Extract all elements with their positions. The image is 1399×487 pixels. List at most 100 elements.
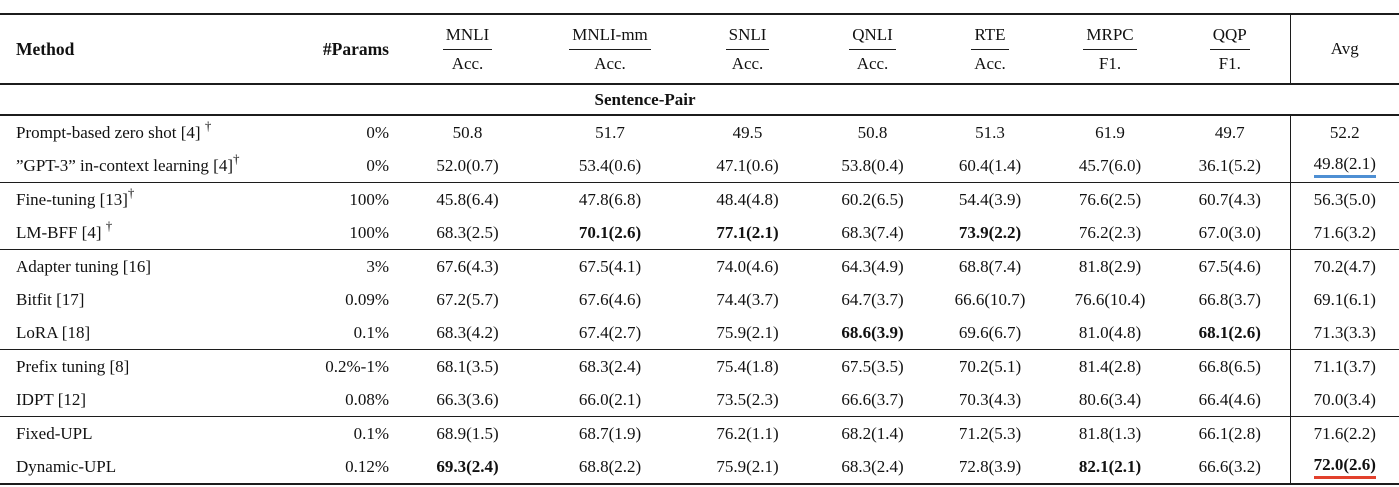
- score-cell: 73.5(2.3): [680, 383, 815, 417]
- score-value: 68.2(1.4): [841, 423, 904, 443]
- score-value: 36.1(5.2): [1198, 155, 1261, 175]
- score-value: 68.8(7.4): [958, 256, 1022, 276]
- score-cell: 64.3(4.9): [815, 249, 930, 283]
- score-value: 71.6(3.2): [1313, 222, 1376, 242]
- method-name: Bitfit [17]: [16, 289, 85, 309]
- score-cell: 69.3(2.4): [395, 450, 540, 484]
- dataset-metric: Acc.: [731, 53, 764, 73]
- score-value: 68.3(2.4): [578, 356, 642, 376]
- col-header-mnli-mm: MNLI-mm Acc.: [540, 14, 680, 85]
- score-cell: 72.8(3.9): [930, 450, 1050, 484]
- score-value: 70.3(4.3): [958, 389, 1022, 409]
- score-cell: 76.6(10.4): [1050, 283, 1170, 316]
- score-value: 48.4(4.8): [716, 189, 779, 209]
- score-value: 72.8(3.9): [958, 456, 1022, 476]
- params-cell: 0.08%: [345, 389, 389, 409]
- score-cell: 49.7: [1170, 115, 1290, 149]
- table-row: Fine-tuning [13]† 100% 45.8(6.4) 47.8(6.8) 4…: [0, 182, 1399, 216]
- params-cell: 3%: [285, 249, 395, 283]
- score-value: 75.9(2.1): [716, 322, 779, 342]
- table-row: Prompt-based zero shot [4] † 0% 50.8 51.7 49…: [0, 115, 1399, 149]
- avg-value-cell: 71.1(3.7): [1289, 349, 1399, 383]
- avg-value-cell: 56.3(5.0): [1289, 182, 1399, 216]
- score-value: 71.6(2.2): [1313, 423, 1376, 443]
- score-value: 66.6(10.7): [954, 289, 1026, 309]
- score-value: 71.1(3.7): [1313, 356, 1376, 376]
- params-cell: 100%: [285, 182, 395, 216]
- score-value: 68.7(1.9): [578, 423, 642, 443]
- avg-value-cell: 71.6(2.2): [1289, 416, 1399, 450]
- score-cell: 75.9(2.1): [680, 450, 815, 484]
- score-value: 69.1(6.1): [1313, 289, 1376, 309]
- score-cell: 50.8: [395, 115, 540, 149]
- score-value: 68.1(2.6): [1198, 322, 1261, 342]
- score-value: 50.8: [452, 122, 483, 142]
- params-cell: 0.12%: [345, 456, 389, 476]
- score-value: 73.9(2.2): [958, 222, 1022, 242]
- score-cell: 60.4(1.4): [930, 149, 1050, 183]
- score-cell: 47.1(0.6): [680, 149, 815, 183]
- method-cell: Bitfit [17]: [0, 283, 285, 316]
- method-name: Prefix tuning [8]: [16, 356, 130, 376]
- score-value: 70.2(4.7): [1313, 256, 1376, 276]
- score-value: 51.3: [975, 122, 1005, 142]
- score-cell: 68.3(4.2): [395, 316, 540, 350]
- score-cell: 75.4(1.8): [680, 349, 815, 383]
- avg-value-cell: 70.2(4.7): [1289, 249, 1399, 283]
- section-row: Sentence-Pair: [0, 84, 1399, 116]
- score-cell: 75.9(2.1): [680, 316, 815, 350]
- method-cell: Fixed-UPL: [0, 416, 285, 450]
- score-cell: 66.0(2.1): [540, 383, 680, 417]
- score-value: 76.6(2.5): [1078, 189, 1142, 209]
- score-value: 53.8(0.4): [841, 155, 904, 175]
- table-row: Dynamic-UPL 0.12% 69.3(2.4) 68.8(2.2) 75.9(2…: [0, 450, 1399, 484]
- dataset-name: RTE: [971, 25, 1009, 50]
- score-value: 74.0(4.6): [716, 256, 779, 276]
- method-name: Adapter tuning [16]: [16, 256, 152, 276]
- score-value: 70.1(2.6): [578, 222, 642, 242]
- score-value: 77.1(2.1): [716, 222, 779, 242]
- score-cell: 67.0(3.0): [1170, 216, 1290, 250]
- score-value: 67.4(2.7): [578, 322, 642, 342]
- score-cell: 68.6(3.9): [815, 316, 930, 350]
- score-cell: 49.5: [680, 115, 815, 149]
- method-name: Fixed-UPL: [16, 423, 93, 443]
- score-cell: 36.1(5.2): [1170, 149, 1290, 183]
- score-cell: 45.8(6.4): [395, 182, 540, 216]
- avg-value-cell: 72.0(2.6): [1289, 450, 1399, 484]
- table-row: LoRA [18] 0.1% 68.3(4.2) 67.4(2.7) 75.9(2.1)…: [0, 316, 1399, 350]
- score-cell: 77.1(2.1): [680, 216, 815, 250]
- avg-value-cell: 52.2: [1289, 115, 1399, 149]
- avg-value-cell: 71.3(3.3): [1289, 316, 1399, 350]
- score-value: 75.4(1.8): [716, 356, 779, 376]
- dataset-metric: Acc.: [594, 53, 626, 73]
- score-value: 67.5(4.6): [1198, 256, 1261, 276]
- score-cell: 73.9(2.2): [930, 216, 1050, 250]
- score-cell: 81.8(2.9): [1050, 249, 1170, 283]
- col-header-snli: SNLI Acc.: [680, 14, 815, 85]
- score-value: 81.8(2.9): [1078, 256, 1142, 276]
- col-header-method: Method: [0, 14, 285, 85]
- score-value: 67.6(4.3): [436, 256, 499, 276]
- score-cell: 68.8(2.2): [540, 450, 680, 484]
- score-cell: 68.7(1.9): [540, 416, 680, 450]
- score-value: 50.8: [857, 122, 888, 142]
- score-value: 76.2(1.1): [716, 423, 779, 443]
- score-value: 66.8(3.7): [1198, 289, 1261, 309]
- score-value: 68.9(1.5): [436, 423, 499, 443]
- avg-value-cell: 49.8(2.1): [1289, 149, 1399, 183]
- dataset-name: SNLI: [725, 25, 770, 50]
- header-row: Method #Params MNLI Acc. MNLI-mm Acc. SNLI Acc.…: [0, 14, 1399, 85]
- score-cell: 60.2(6.5): [815, 182, 930, 216]
- score-cell: 74.4(3.7): [680, 283, 815, 316]
- dataset-name: QNLI: [849, 25, 896, 50]
- dataset-metric: F1.: [1218, 53, 1241, 73]
- score-value: 66.6(3.2): [1198, 456, 1261, 476]
- score-value: 81.0(4.8): [1078, 322, 1142, 342]
- score-cell: 47.8(6.8): [540, 182, 680, 216]
- score-value: 66.1(2.8): [1198, 423, 1261, 443]
- table-row: Fixed-UPL 0.1% 68.9(1.5) 68.7(1.9) 76.2(1.1)…: [0, 416, 1399, 450]
- results-table: Method #Params MNLI Acc. MNLI-mm Acc. SNLI Acc.…: [0, 13, 1399, 485]
- table-body: Sentence-Pair Prompt-based zero shot [4]…: [0, 84, 1399, 484]
- score-value: 68.6(3.9): [841, 322, 904, 342]
